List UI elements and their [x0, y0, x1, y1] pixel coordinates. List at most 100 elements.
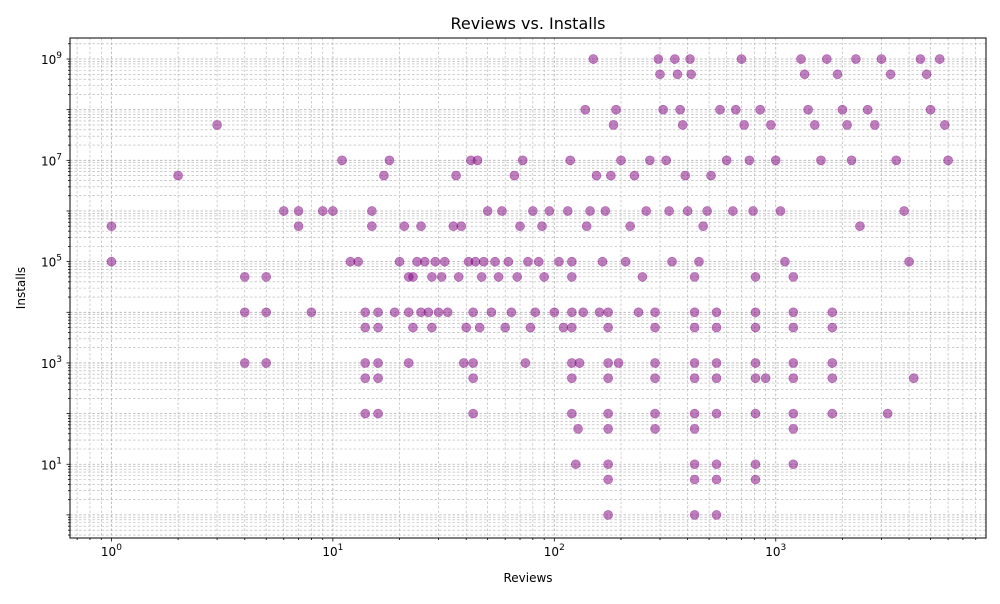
data-point — [453, 272, 464, 282]
data-point — [760, 373, 771, 383]
data-point — [943, 155, 953, 166]
data-point — [416, 221, 426, 232]
data-point — [239, 272, 250, 282]
data-point — [427, 322, 437, 333]
data-point — [851, 54, 861, 64]
data-point — [603, 307, 613, 318]
data-point — [680, 170, 691, 181]
data-point — [739, 120, 749, 130]
data-point — [570, 459, 581, 470]
data-point — [239, 307, 250, 318]
data-point — [528, 206, 538, 216]
data-point — [468, 373, 478, 383]
data-point — [711, 408, 722, 419]
data-point — [537, 221, 547, 232]
data-point — [497, 206, 507, 216]
data-point — [239, 358, 250, 368]
data-point — [837, 104, 848, 115]
data-point — [106, 256, 117, 267]
data-point — [904, 256, 914, 267]
data-point — [442, 307, 453, 318]
data-point — [689, 272, 700, 282]
data-point — [637, 272, 648, 282]
data-point — [594, 307, 605, 318]
data-point — [846, 155, 857, 166]
y-tick-label: 103 — [41, 355, 62, 371]
data-point — [625, 221, 635, 232]
data-point — [565, 155, 576, 166]
data-point — [539, 272, 549, 282]
data-point — [106, 221, 117, 232]
data-point — [650, 307, 660, 318]
data-point — [530, 307, 541, 318]
data-point — [517, 155, 528, 166]
data-point — [803, 104, 813, 115]
data-point — [711, 459, 722, 470]
data-point — [827, 358, 838, 368]
data-point — [293, 206, 304, 216]
data-point — [620, 256, 631, 267]
data-point — [603, 474, 613, 485]
data-point — [876, 54, 887, 64]
data-point — [261, 307, 272, 318]
data-point — [317, 206, 328, 216]
data-point — [827, 307, 838, 318]
data-point — [694, 256, 704, 267]
data-point — [580, 104, 591, 115]
data-point — [506, 307, 517, 318]
data-point — [430, 256, 441, 267]
x-tick-label: 100 — [101, 543, 122, 559]
data-point — [603, 358, 613, 368]
data-point — [915, 54, 926, 64]
data-point — [650, 424, 660, 434]
data-point — [689, 408, 700, 419]
data-point — [367, 221, 377, 232]
data-point — [675, 104, 685, 115]
data-point — [686, 69, 696, 80]
data-point — [278, 206, 289, 216]
data-point — [770, 155, 781, 166]
data-point — [755, 104, 765, 115]
y-tick-label: 109 — [41, 51, 62, 67]
data-point — [306, 307, 317, 318]
data-point — [750, 474, 761, 485]
data-point — [730, 104, 741, 115]
data-point — [669, 54, 680, 64]
data-point — [603, 408, 613, 419]
data-point — [436, 272, 447, 282]
data-point — [360, 307, 371, 318]
data-point — [591, 170, 602, 181]
data-point — [408, 272, 418, 282]
axis-ticks: 100 101 102 103 101 103 105 107 109 — [41, 43, 977, 559]
x-tick-label: 102 — [544, 543, 565, 559]
data-point — [512, 272, 523, 282]
data-point — [478, 256, 489, 267]
data-point — [689, 322, 700, 333]
data-point — [750, 459, 761, 470]
data-point — [650, 373, 660, 383]
data-point — [711, 510, 722, 520]
data-point — [549, 307, 560, 318]
data-point — [379, 170, 389, 181]
data-point — [261, 358, 272, 368]
data-point — [567, 322, 577, 333]
data-point — [611, 104, 621, 115]
data-point — [472, 155, 483, 166]
data-point — [567, 408, 577, 419]
data-point — [891, 155, 902, 166]
data-point — [451, 170, 461, 181]
data-point — [373, 373, 383, 383]
data-point — [788, 307, 799, 318]
data-point — [468, 307, 478, 318]
data-point — [689, 510, 700, 520]
data-point — [827, 408, 838, 419]
data-point — [799, 69, 810, 80]
data-point — [882, 408, 893, 419]
data-point — [715, 104, 725, 115]
data-point — [744, 155, 755, 166]
data-point — [689, 424, 700, 434]
data-point — [558, 322, 569, 333]
data-point — [173, 170, 183, 181]
data-point — [360, 358, 371, 368]
